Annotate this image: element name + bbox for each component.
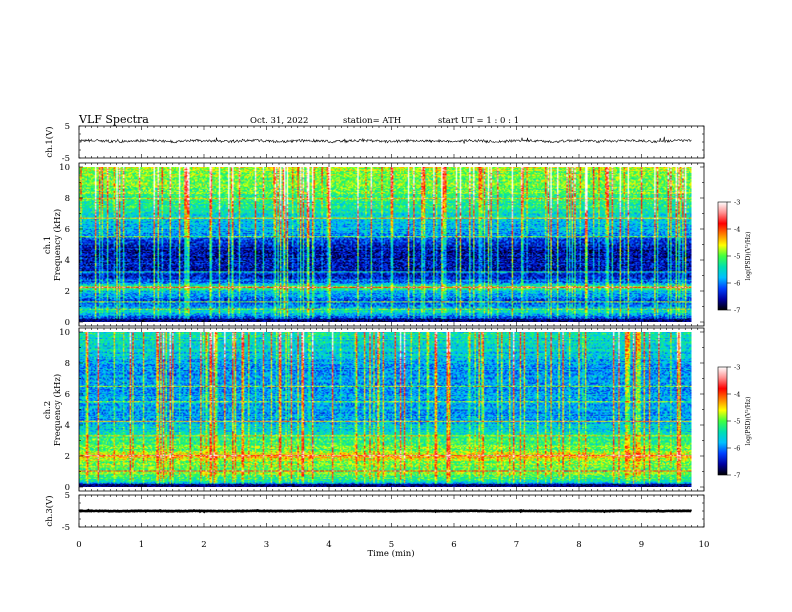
colorbar-tick-label: -7: [734, 306, 740, 314]
frequency-tick-label: 10: [59, 163, 70, 173]
colorbar-tick-label: -5: [734, 252, 740, 260]
x-tick-label: 2: [201, 540, 206, 550]
ch1-ytick-bottom: -5: [62, 154, 70, 164]
ch1-ytick-top: 5: [65, 122, 70, 132]
ch3-waveform-ylabel: ch.3(V): [44, 495, 55, 526]
ch1-colorbar-label: log(PSD)(V²/Hz): [745, 232, 752, 281]
frequency-tick-label: 4: [65, 256, 70, 266]
x-tick-label: 4: [326, 540, 331, 550]
ch2-spectrogram-panel: ch.2 Frequency (kHz): [43, 327, 705, 492]
frequency-tick-label: 8: [65, 194, 70, 204]
x-axis-label: Time (min): [367, 548, 414, 559]
ch3-waveform-panel: 5 -5 ch.3(V): [44, 491, 705, 533]
colorbar-tick-label: -6: [734, 279, 740, 287]
ch3-ytick-bottom: -5: [62, 523, 70, 533]
colorbar-tick-label: -6: [734, 444, 740, 452]
ch2-frequency-ylabel: Frequency (kHz): [52, 374, 63, 446]
ch1-channel-label: ch.1: [43, 236, 53, 254]
figure-title: VLF Spectra: [78, 113, 149, 126]
ch1-waveform-line: [79, 136, 692, 144]
header-station: station= ATH: [343, 116, 401, 126]
colorbar-tick-label: -4: [734, 225, 740, 233]
ch2-colorbar: log(PSD)(V²/Hz) -3 -4 -5 -6 -7: [717, 363, 752, 479]
x-tick-label: 8: [576, 540, 581, 550]
colorbar-tick-label: -3: [734, 363, 740, 371]
frequency-tick-label: 2: [65, 287, 70, 297]
header-date: Oct. 31, 2022: [250, 116, 308, 126]
frequency-tick-label: 6: [65, 390, 70, 400]
x-tick-label: 0: [76, 540, 81, 550]
x-tick-label: 6: [451, 540, 456, 550]
ch1-spectrogram-panel: ch.1 Frequency (kHz): [43, 162, 705, 327]
x-tick-label: 5: [389, 540, 394, 550]
x-tick-label: 1: [139, 540, 144, 550]
frequency-tick-label: 10: [59, 328, 70, 338]
ch1-waveform-ylabel: ch.1(V): [44, 126, 55, 157]
colorbar-tick-label: -4: [734, 390, 740, 398]
frequency-tick-label: 2: [65, 452, 70, 462]
frequency-tick-label: 0: [65, 483, 70, 493]
ch3-ytick-top: 5: [65, 491, 70, 501]
x-tick-label: 10: [699, 540, 710, 550]
colorbar-tick-label: -5: [734, 417, 740, 425]
ch2-colorbar-label: log(PSD)(V²/Hz): [745, 397, 752, 446]
ch1-colorbar: log(PSD)(V²/Hz) -3 -4 -5 -6 -7: [717, 198, 752, 314]
x-tick-label: 3: [264, 540, 269, 550]
colorbar-tick-label: -3: [734, 198, 740, 206]
frequency-tick-label: 6: [65, 225, 70, 235]
ch1-waveform-panel: 5 -5 ch.1(V): [44, 122, 705, 164]
colorbar-tick-label: -7: [734, 471, 740, 479]
frequency-tick-label: 0: [65, 318, 70, 328]
x-tick-label: 7: [514, 540, 519, 550]
ch2-spectrogram-image: [79, 332, 692, 487]
header-start-ut: start UT = 1 : 0 : 1: [438, 116, 519, 126]
ch2-colorbar-gradient: [718, 367, 727, 475]
frequency-tick-label: 4: [65, 421, 70, 431]
ch1-spectrogram-image: [79, 167, 692, 322]
ch1-colorbar-gradient: [718, 202, 727, 310]
x-tick-label: 9: [639, 540, 644, 550]
ch1-frequency-ylabel: Frequency (kHz): [52, 209, 63, 281]
ch3-waveform-line: [78, 508, 693, 514]
frequency-tick-label: 8: [65, 359, 70, 369]
ch2-channel-label: ch.2: [43, 401, 53, 419]
